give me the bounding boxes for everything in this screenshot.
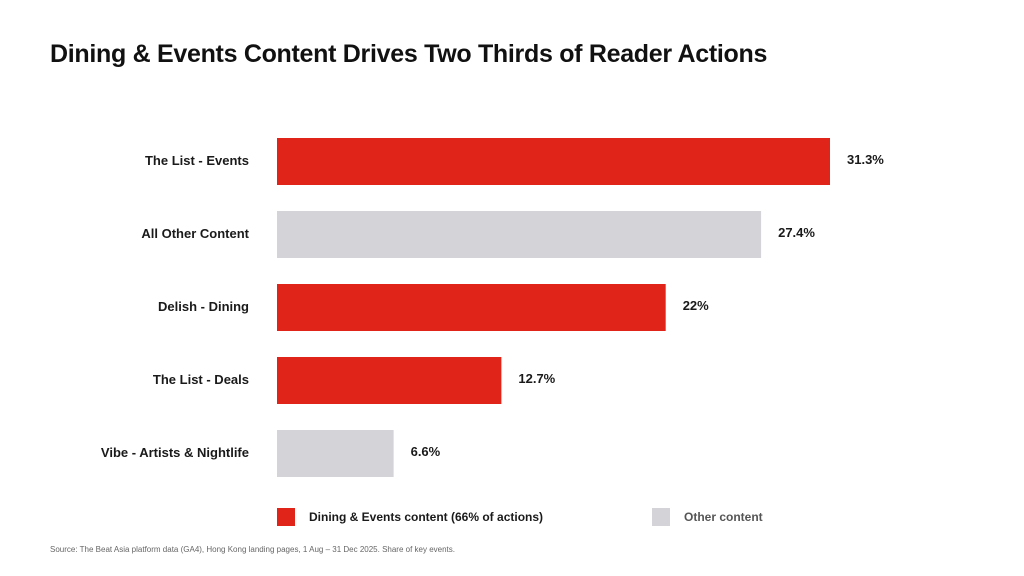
chart-title: Dining & Events Content Drives Two Third… [50,40,768,68]
source-note: Source: The Beat Asia platform data (GA4… [50,545,455,554]
bars-layer: The List - Events 31.3% All Other Content 2… [101,138,884,477]
category-label-3: The List - Deals [153,372,249,387]
bar-3 [277,357,502,404]
legend-swatch-highlight [277,508,295,526]
legend-swatch-other [652,508,670,526]
bar-1 [277,211,762,258]
value-label-1: 27.4% [778,225,815,240]
legend-label-highlight: Dining & Events content (66% of actions) [309,510,544,524]
legend: Dining & Events content (66% of actions)… [0,508,1024,528]
bar-4 [277,430,394,477]
legend-item-dining-events: Dining & Events content (66% of actions) [277,508,543,526]
category-label-1: All Other Content [141,226,249,241]
category-label-4: Vibe - Artists & Nightlife [101,445,249,460]
value-label-0: 31.3% [847,152,884,167]
category-label-2: Delish - Dining [158,299,249,314]
bar-0 [277,138,830,185]
bar-2 [277,284,666,331]
value-label-3: 12.7% [518,371,555,386]
legend-label-other: Other content [684,510,763,524]
value-label-4: 6.6% [411,444,441,459]
category-label-0: The List - Events [145,153,249,168]
value-label-2: 22% [683,298,709,313]
legend-item-other-content: Other content [652,508,763,526]
